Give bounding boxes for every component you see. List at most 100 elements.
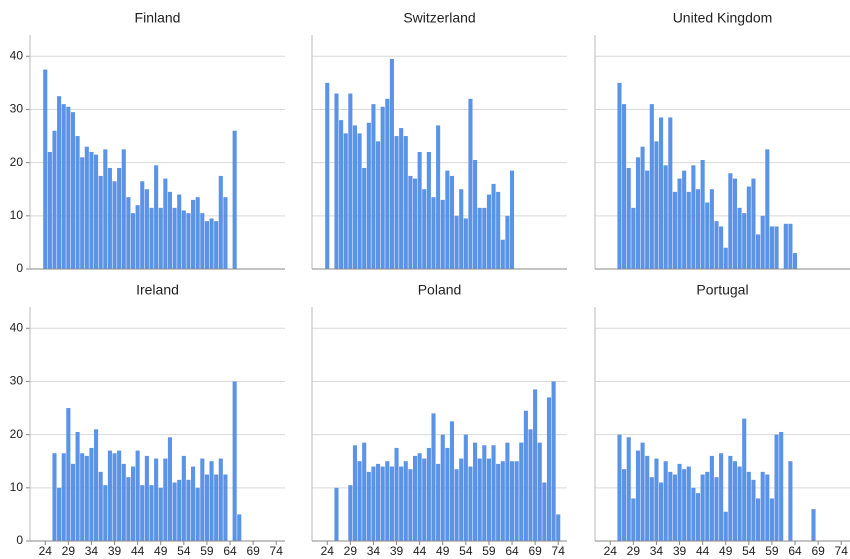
bar bbox=[422, 458, 427, 541]
bar bbox=[677, 178, 682, 269]
bar bbox=[482, 207, 487, 269]
bar bbox=[459, 458, 464, 541]
bar bbox=[158, 487, 163, 541]
bar bbox=[223, 474, 228, 541]
bar bbox=[477, 207, 482, 269]
bar bbox=[154, 165, 159, 269]
panel-title: Portugal bbox=[696, 282, 748, 298]
bar bbox=[107, 450, 112, 541]
bar bbox=[496, 191, 501, 269]
bar bbox=[491, 445, 496, 541]
bar bbox=[626, 167, 631, 269]
bar bbox=[491, 183, 496, 269]
bar bbox=[80, 157, 85, 269]
bar bbox=[135, 450, 140, 541]
bar bbox=[473, 442, 478, 541]
bar bbox=[149, 207, 154, 269]
x-tick-label: 49 bbox=[154, 544, 168, 558]
bar bbox=[686, 191, 691, 269]
panel-title: Switzerland bbox=[403, 10, 475, 26]
bar bbox=[468, 466, 473, 541]
bar bbox=[89, 447, 94, 541]
bar bbox=[357, 133, 362, 269]
bar bbox=[682, 469, 687, 541]
bar bbox=[172, 482, 177, 541]
y-tick-label: 40 bbox=[10, 320, 24, 334]
bar bbox=[357, 461, 362, 541]
bar bbox=[645, 170, 650, 269]
bar bbox=[622, 104, 627, 270]
bar bbox=[663, 165, 668, 269]
x-tick-label: 69 bbox=[811, 544, 825, 558]
bar bbox=[422, 189, 427, 269]
bar bbox=[177, 479, 182, 541]
bar bbox=[454, 215, 459, 269]
x-tick-label: 24 bbox=[604, 544, 618, 558]
bar bbox=[723, 511, 728, 541]
bar bbox=[454, 469, 459, 541]
bar bbox=[440, 199, 445, 269]
bar bbox=[533, 389, 538, 541]
x-tick-label: 49 bbox=[436, 544, 450, 558]
x-tick-label: 39 bbox=[390, 544, 404, 558]
bar bbox=[672, 474, 677, 541]
bar bbox=[334, 93, 339, 269]
x-tick-label: 59 bbox=[200, 544, 214, 558]
bar bbox=[449, 175, 455, 269]
x-tick-label: 54 bbox=[742, 544, 756, 558]
bar bbox=[617, 82, 622, 269]
bar bbox=[366, 471, 371, 541]
bar bbox=[214, 474, 219, 541]
bar bbox=[459, 189, 464, 269]
x-tick-label: 59 bbox=[765, 544, 779, 558]
bar bbox=[43, 69, 48, 270]
bar bbox=[80, 453, 85, 541]
x-tick-label: 49 bbox=[719, 544, 733, 558]
bar bbox=[546, 397, 552, 541]
x-tick-label: 74 bbox=[270, 544, 284, 558]
bar bbox=[352, 125, 358, 269]
bar bbox=[631, 498, 636, 541]
bar bbox=[705, 471, 710, 541]
bar bbox=[654, 141, 659, 269]
bar bbox=[107, 167, 112, 269]
bar bbox=[191, 466, 196, 541]
bar bbox=[204, 474, 209, 541]
bar bbox=[195, 197, 200, 269]
bar bbox=[66, 106, 71, 269]
bar bbox=[399, 128, 404, 269]
bar bbox=[130, 466, 136, 541]
bar bbox=[769, 226, 774, 269]
bar bbox=[445, 447, 450, 541]
bar bbox=[765, 149, 770, 269]
bar bbox=[348, 485, 353, 541]
bar bbox=[756, 498, 761, 541]
bar bbox=[214, 221, 219, 269]
bar bbox=[371, 104, 376, 270]
bar bbox=[436, 125, 441, 269]
bar bbox=[686, 466, 691, 541]
bar bbox=[186, 213, 191, 269]
bar bbox=[135, 205, 140, 269]
bar bbox=[200, 458, 205, 541]
bar bbox=[412, 455, 418, 541]
bar bbox=[126, 197, 131, 269]
bar bbox=[237, 514, 242, 541]
bar bbox=[691, 165, 696, 269]
bar bbox=[126, 477, 131, 541]
bar bbox=[52, 453, 57, 541]
bar bbox=[622, 469, 627, 541]
bar bbox=[765, 474, 770, 541]
x-tick-label: 74 bbox=[552, 544, 566, 558]
bar bbox=[339, 120, 344, 269]
bar bbox=[408, 469, 413, 541]
bar bbox=[514, 461, 519, 541]
bar bbox=[117, 167, 122, 269]
bar bbox=[98, 471, 103, 541]
bar bbox=[751, 479, 756, 541]
y-tick-label: 0 bbox=[16, 261, 23, 275]
bar bbox=[89, 152, 94, 269]
bar bbox=[635, 157, 641, 269]
bar bbox=[705, 202, 710, 269]
bar bbox=[649, 477, 654, 541]
